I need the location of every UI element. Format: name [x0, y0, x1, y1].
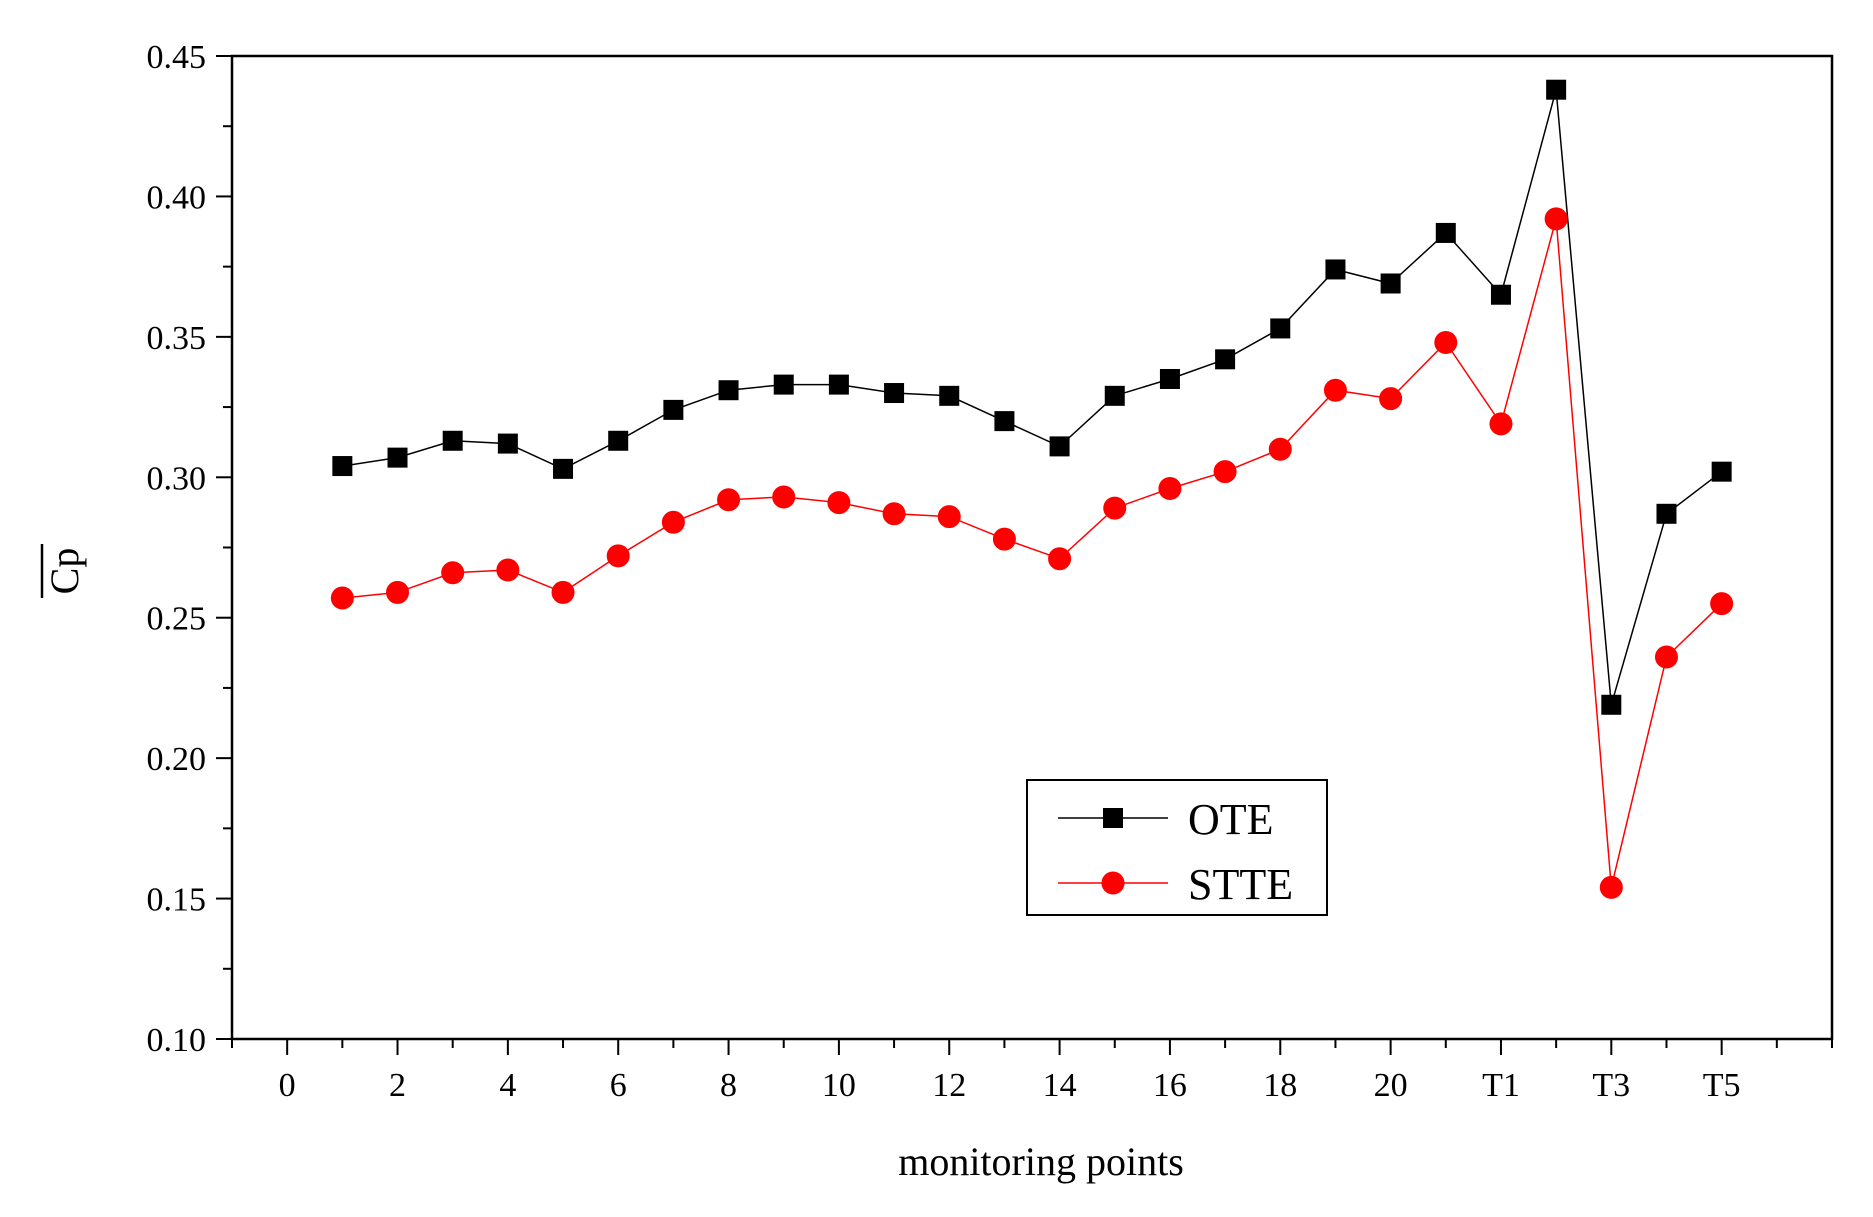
data-point-stte: [1048, 547, 1072, 571]
data-point-stte: [1323, 378, 1347, 402]
data-point-stte: [496, 558, 520, 582]
data-point-stte: [551, 580, 575, 604]
data-point-stte: [1379, 387, 1403, 411]
x-tick-label: 18: [1263, 1067, 1297, 1104]
legend-box: [1026, 779, 1328, 916]
y-tick-label: 0.35: [147, 320, 207, 357]
data-point-ote: [1049, 436, 1070, 457]
legend-label-stte: STTE: [1188, 860, 1293, 909]
data-point-stte: [1268, 437, 1292, 461]
x-tick-label: 6: [610, 1067, 627, 1104]
data-point-ote: [1380, 273, 1401, 294]
data-point-ote: [608, 430, 629, 451]
legend-marker-ote: [1103, 808, 1123, 828]
data-point-stte: [1599, 875, 1623, 899]
y-axis-ticks: 0.10 0.15 0.20 0.25 0.30 0.35 0.40 0.45: [147, 39, 232, 1059]
y-tick-label: 0.30: [147, 460, 207, 497]
x-tick-label: 12: [932, 1067, 966, 1104]
x-tick-label: 4: [499, 1067, 516, 1104]
legend: OTE STTE: [1026, 779, 1328, 916]
data-point-ote: [1546, 79, 1567, 100]
data-point-ote: [1601, 694, 1622, 715]
x-tick-label: 8: [720, 1067, 737, 1104]
data-point-ote: [994, 411, 1015, 432]
data-point-ote: [497, 433, 518, 454]
x-tick-label: 10: [822, 1067, 856, 1104]
y-tick-label: 0.25: [147, 601, 207, 638]
y-axis-title: Cp: [42, 548, 87, 595]
data-point-stte: [992, 527, 1016, 551]
y-tick-label: 0.20: [147, 741, 207, 778]
data-point-ote: [553, 458, 574, 479]
x-tick-label: 14: [1043, 1067, 1077, 1104]
data-point-ote: [442, 430, 463, 451]
data-point-ote: [1711, 461, 1732, 482]
x-tick-label: 2: [389, 1067, 406, 1104]
x-tick-label: 20: [1374, 1067, 1408, 1104]
data-point-ote: [1270, 318, 1291, 339]
data-point-stte: [441, 561, 465, 585]
data-point-ote: [387, 447, 408, 468]
legend-marker-stte: [1101, 871, 1125, 895]
x-tick-label: 16: [1153, 1067, 1187, 1104]
data-point-stte: [937, 505, 961, 529]
data-point-stte: [1654, 645, 1678, 669]
y-tick-label: 0.40: [147, 179, 207, 216]
data-point-ote: [773, 374, 794, 395]
data-point-stte: [1213, 460, 1237, 484]
x-axis-title: monitoring points: [898, 1139, 1184, 1184]
data-point-ote: [663, 399, 684, 420]
data-point-ote: [332, 456, 353, 477]
x-tick-label: T3: [1592, 1067, 1630, 1104]
y-axis-title-group: Cp: [40, 544, 87, 598]
data-point-ote: [718, 380, 739, 401]
x-tick-label: T5: [1703, 1067, 1741, 1104]
x-tick-label: 0: [279, 1067, 296, 1104]
data-point-ote: [939, 385, 960, 406]
data-point-ote: [1159, 368, 1180, 389]
data-point-stte: [1710, 592, 1734, 616]
series-layer: [330, 79, 1734, 899]
data-point-ote: [1325, 259, 1346, 280]
data-point-ote: [828, 374, 849, 395]
data-point-ote: [884, 383, 905, 404]
data-point-stte: [386, 580, 410, 604]
data-point-stte: [772, 485, 796, 509]
data-point-ote: [1215, 349, 1236, 370]
data-point-stte: [1158, 477, 1182, 501]
data-point-stte: [606, 544, 630, 568]
data-point-stte: [1489, 412, 1513, 436]
data-point-stte: [661, 510, 685, 534]
data-point-stte: [882, 502, 906, 526]
y-tick-label: 0.45: [147, 39, 207, 76]
data-point-stte: [717, 488, 741, 512]
data-point-ote: [1490, 284, 1511, 305]
data-point-ote: [1104, 385, 1125, 406]
y-tick-label: 0.15: [147, 882, 207, 919]
data-point-stte: [330, 586, 354, 610]
data-point-stte: [827, 491, 851, 515]
data-point-ote: [1656, 503, 1677, 524]
data-point-stte: [1544, 207, 1568, 231]
x-tick-label: T1: [1482, 1067, 1520, 1104]
x-axis-ticks: 0 2 4 6 8 10 12 14 16 18 20 T1 T3 T5: [231, 1039, 1833, 1104]
data-point-stte: [1434, 330, 1458, 354]
data-point-stte: [1103, 496, 1127, 520]
series-line-ote: [342, 89, 1723, 706]
legend-label-ote: OTE: [1188, 795, 1274, 844]
data-point-ote: [1435, 222, 1456, 243]
y-tick-label: 0.10: [147, 1022, 207, 1059]
